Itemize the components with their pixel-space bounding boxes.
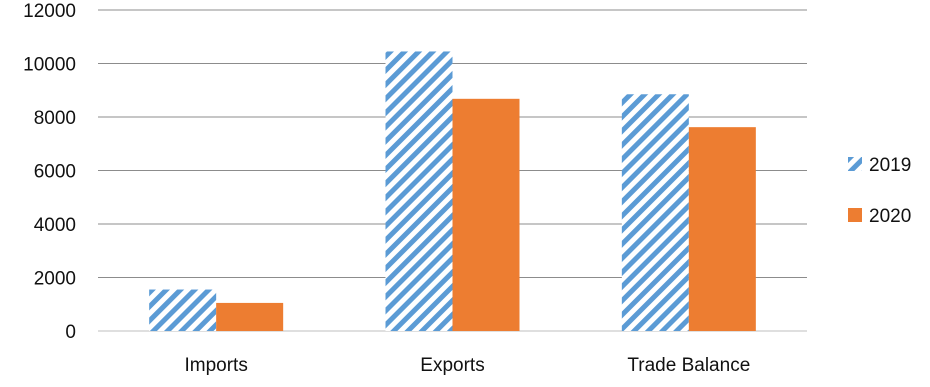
bar-2019-trade-balance [621,94,689,331]
bar-2020-trade-balance [688,127,756,331]
x-category-label: Imports [184,355,247,376]
legend: 2019 2020 [848,155,911,227]
y-tick-label: 2000 [34,269,76,290]
y-tick-label: 8000 [34,108,76,129]
bar-2019-exports [385,51,453,332]
bar-2019-imports [149,289,217,331]
y-axis-ticks: 0 2000 4000 6000 8000 10000 12000 [23,1,76,343]
bar-2020-imports [216,302,284,331]
x-category-label: Trade Balance [627,355,750,376]
y-tick-label: 6000 [34,162,76,183]
legend-label-2020: 2020 [869,206,911,227]
y-tick-label: 12000 [23,1,76,22]
y-tick-label: 4000 [34,215,76,236]
x-category-label: Exports [420,355,484,376]
bar-2020-exports [452,98,520,331]
x-axis-categories: Imports Exports Trade Balance [184,355,750,376]
legend-swatch-2020 [848,208,862,222]
legend-label-2019: 2019 [869,155,911,176]
y-tick-label: 10000 [23,55,76,76]
legend-swatch-2019 [848,157,862,171]
bars [149,51,756,332]
y-tick-label: 0 [65,322,76,343]
